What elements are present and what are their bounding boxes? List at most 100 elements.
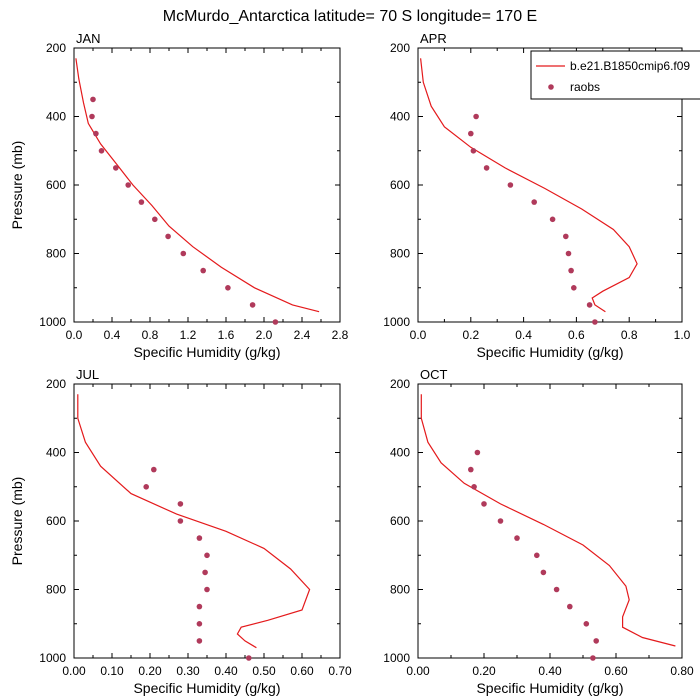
obs-point	[177, 518, 184, 524]
x-axis-label: Specific Humidity (g/kg)	[476, 344, 623, 360]
panel-label: OCT	[420, 367, 448, 382]
figure-title: McMurdo_Antarctica latitude= 70 S longit…	[163, 8, 537, 25]
y-tick-label: 200	[46, 377, 66, 391]
obs-point	[563, 233, 569, 240]
y-tick-label: 800	[390, 583, 410, 597]
obs-point	[93, 130, 99, 137]
obs-point	[553, 586, 560, 593]
x-tick-label: 0.20	[138, 664, 162, 678]
obs-point	[177, 501, 184, 507]
obs-point	[180, 250, 187, 257]
x-tick-label: 0.60	[604, 664, 628, 678]
x-tick-label: 0.00	[62, 664, 86, 678]
x-tick-label: 0.8	[142, 328, 159, 342]
x-tick-label: 0.8	[621, 328, 638, 342]
obs-point	[531, 199, 537, 205]
y-tick-label: 600	[390, 178, 410, 192]
obs-point	[249, 302, 256, 308]
obs-point	[125, 182, 131, 188]
y-tick-label: 600	[390, 514, 410, 528]
obs-point	[514, 535, 520, 541]
obs-point	[470, 148, 477, 154]
obs-point	[165, 233, 171, 240]
panel-label: APR	[420, 31, 447, 46]
obs-point	[483, 165, 490, 171]
y-tick-label: 200	[390, 41, 410, 55]
y-tick-label: 200	[46, 41, 66, 55]
obs-point	[196, 638, 203, 644]
model-line	[77, 394, 311, 649]
obs-point	[152, 216, 158, 223]
y-tick-label: 800	[46, 247, 66, 261]
model-line	[420, 58, 638, 313]
obs-point	[534, 552, 540, 559]
obs-point	[151, 466, 157, 473]
obs-point	[474, 449, 481, 456]
x-tick-label: 0.70	[328, 664, 352, 678]
y-tick-label: 600	[46, 514, 66, 528]
x-tick-label: 2.4	[294, 328, 311, 342]
panel-label: JAN	[76, 31, 101, 46]
obs-point	[196, 603, 203, 610]
y-tick-label: 400	[390, 110, 410, 124]
legend: b.e21.B1850cmip6.f09 raobs	[530, 50, 700, 100]
obs-point	[507, 182, 514, 188]
obs-point	[586, 302, 593, 308]
x-tick-label: 1.2	[180, 328, 197, 342]
obs-point	[204, 586, 210, 593]
x-tick-label: 2.0	[256, 328, 273, 342]
obs-point	[200, 267, 206, 274]
y-tick-label: 400	[46, 446, 66, 460]
obs-point	[196, 535, 203, 541]
panel-label: JUL	[76, 367, 99, 382]
obs-point	[143, 484, 149, 490]
y-tick-label: 200	[390, 377, 410, 391]
y-tick-label: 1000	[39, 651, 66, 665]
x-tick-label: 0.4	[515, 328, 532, 342]
x-tick-label: 0.10	[100, 664, 124, 678]
x-tick-label: 0.2	[462, 328, 479, 342]
obs-point	[471, 484, 477, 490]
obs-point	[89, 113, 95, 120]
x-tick-label: 0.20	[472, 664, 496, 678]
obs-point	[592, 319, 598, 325]
legend-obs-label: raobs	[570, 80, 600, 94]
x-tick-label: 1.6	[218, 328, 235, 342]
y-tick-label: 1000	[39, 315, 66, 329]
plot-frame	[417, 383, 683, 659]
plot-frame	[73, 383, 341, 659]
x-tick-label: 0.4	[104, 328, 121, 342]
x-tick-label: 0.40	[538, 664, 562, 678]
obs-point	[98, 148, 105, 154]
obs-point	[468, 466, 474, 473]
y-tick-label: 600	[46, 178, 66, 192]
obs-point	[593, 638, 599, 644]
obs-point	[567, 603, 573, 610]
obs-point	[468, 130, 474, 137]
obs-point	[272, 319, 279, 325]
y-tick-label: 800	[46, 583, 66, 597]
y-tick-label: 800	[390, 247, 410, 261]
obs-point	[583, 621, 590, 627]
legend-obs-swatch	[548, 84, 554, 90]
obs-point	[225, 285, 231, 291]
x-tick-label: 0.40	[214, 664, 238, 678]
y-tick-label: 400	[390, 446, 410, 460]
obs-point	[473, 113, 479, 120]
y-axis-label: Pressure (mb)	[9, 141, 25, 230]
x-tick-label: 0.0	[410, 328, 427, 342]
x-axis-label: Specific Humidity (g/kg)	[133, 344, 280, 360]
x-tick-label: 0.6	[568, 328, 585, 342]
model-line	[75, 58, 320, 313]
model-line	[420, 394, 676, 647]
panels: JAN 200 400 600 800 1000 0.0 0.4 0.8 1.2 1.6 2.0 2.4…	[9, 31, 694, 696]
obs-point	[497, 518, 504, 524]
obs-point	[204, 552, 210, 559]
obs-point	[196, 621, 203, 627]
obs-point	[138, 199, 145, 205]
